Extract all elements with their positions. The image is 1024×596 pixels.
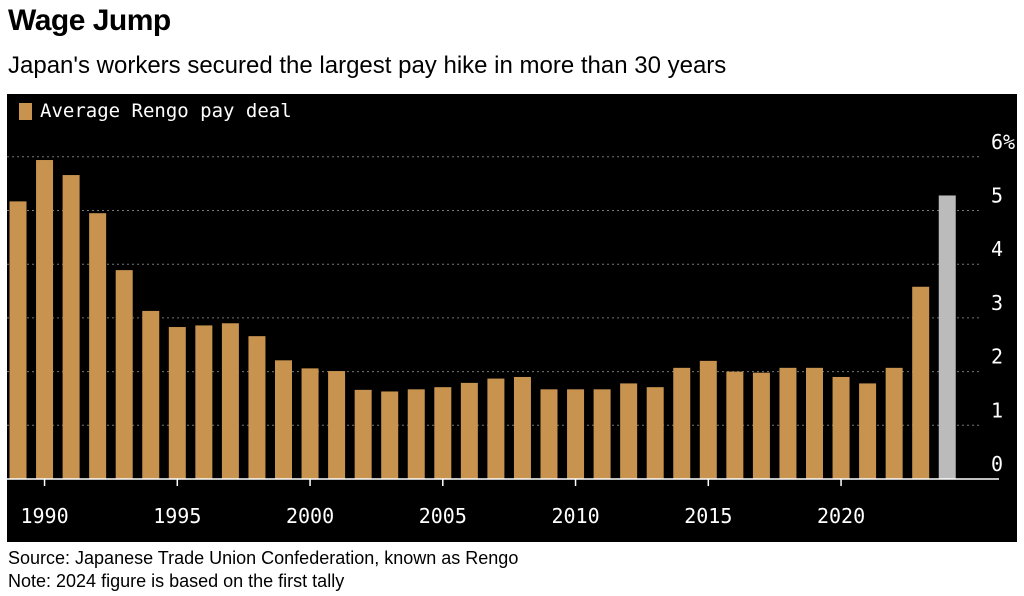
bar (354, 389, 372, 479)
bar (275, 360, 292, 479)
y-tick-label: 1 (991, 398, 1003, 422)
bar (460, 382, 478, 479)
x-tick-label: 2020 (817, 504, 865, 528)
bar (752, 372, 770, 479)
bar (646, 387, 664, 479)
chart-title: Wage Jump (8, 4, 171, 37)
x-tick-label: 2015 (684, 504, 732, 528)
bar (699, 360, 717, 479)
bar (859, 383, 877, 479)
bar (195, 325, 213, 479)
y-tick-label: 3 (991, 291, 1003, 315)
y-tick-label: 0 (991, 452, 1003, 476)
y-tick-label: 4 (991, 237, 1003, 261)
bar (832, 376, 850, 479)
bar (806, 367, 823, 479)
bar (301, 368, 319, 479)
x-tick-label: 1995 (153, 504, 201, 528)
bar (779, 367, 797, 479)
bar-chart: 6% 5 4 3 2 1 0 1990 1995 2000 2005 2010 2015 2020 (7, 130, 1015, 528)
chart-panel: 6% 5 4 3 2 1 0 1990 1995 2000 2005 2010 2015 2020 Ave… (7, 94, 1017, 542)
legend-swatch (19, 102, 32, 120)
bar (142, 310, 160, 479)
y-tick-label: 5 (991, 184, 1003, 208)
bar (487, 378, 505, 479)
legend-label: Average Rengo pay deal (40, 100, 292, 122)
bar (9, 201, 27, 479)
x-tick-label: 2010 (551, 504, 599, 528)
chart-subtitle: Japan's workers secured the largest pay … (8, 52, 727, 79)
bar (938, 195, 956, 479)
bar (593, 389, 611, 479)
bar (248, 336, 266, 479)
x-tick-label: 2000 (286, 504, 334, 528)
legend: Average Rengo pay deal (19, 100, 292, 122)
x-tick-label: 2005 (419, 504, 467, 528)
bar (89, 213, 107, 479)
y-tick-label: 2 (991, 345, 1003, 369)
bar (381, 391, 399, 479)
bar (36, 160, 54, 479)
footnote: Note: 2024 figure is based on the first … (8, 571, 345, 591)
bar (513, 376, 531, 479)
bar (620, 383, 638, 479)
source-note: Source: Japanese Trade Union Confederati… (8, 548, 519, 568)
bar (221, 323, 239, 479)
bar (434, 387, 452, 479)
bar (115, 270, 133, 479)
bar (328, 371, 346, 479)
bar (567, 389, 585, 479)
bar (62, 175, 80, 480)
bar (912, 286, 930, 479)
x-tick-label: 1990 (20, 504, 68, 528)
bar (407, 389, 425, 479)
bar (168, 327, 186, 479)
bar (726, 371, 744, 479)
bar (885, 367, 903, 479)
bar (673, 367, 691, 479)
bar (540, 389, 558, 479)
y-tick-label: 6% (991, 130, 1015, 154)
